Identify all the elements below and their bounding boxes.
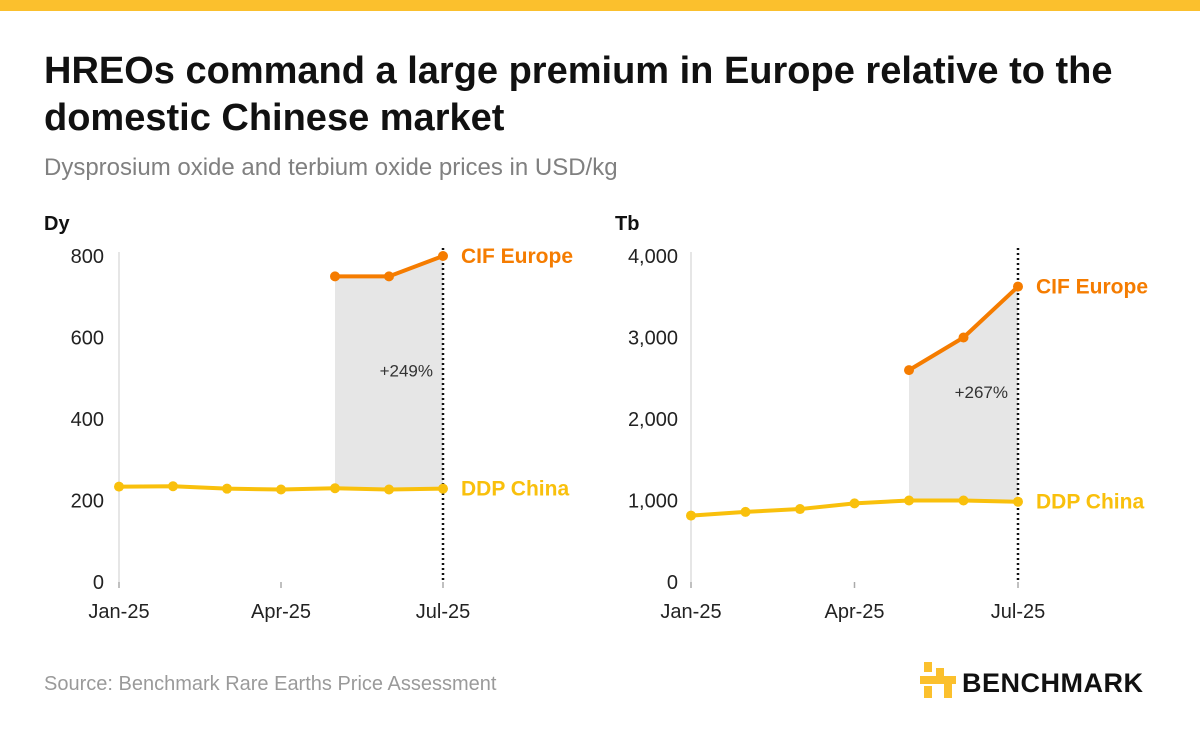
- x-tick-label: Jul-25: [991, 601, 1045, 623]
- y-tick-label: 2,000: [628, 409, 678, 431]
- premium-percent-annotation: +249%: [380, 361, 433, 380]
- data-point-ddp-china: [904, 495, 914, 506]
- series-label-ddp-china: DDP China: [1036, 491, 1144, 514]
- premium-percent-annotation: +267%: [955, 383, 1008, 402]
- x-tick-label: Jul-25: [416, 601, 470, 623]
- data-point-ddp-china: [1013, 496, 1023, 507]
- x-tick-label: Apr-25: [824, 601, 884, 623]
- data-point-ddp-china: [330, 483, 340, 494]
- data-point-cif-europe: [384, 271, 394, 282]
- chart-subtitle: Dysprosium oxide and terbium oxide price…: [44, 154, 618, 181]
- data-point-ddp-china: [384, 484, 394, 495]
- y-tick-label: 0: [667, 572, 678, 594]
- series-label-cif-europe: CIF Europe: [461, 245, 573, 268]
- y-tick-label: 1,000: [628, 491, 678, 513]
- source-note: Source: Benchmark Rare Earths Price Asse…: [44, 673, 497, 695]
- x-tick-label: Apr-25: [251, 601, 311, 623]
- y-tick-label: 0: [93, 572, 104, 594]
- chart-panel-tb: Tb 0 1,000 2,000 3,000 4,000 Jan-25 Apr-25 Jul-2…: [615, 213, 1148, 623]
- data-point-cif-europe: [1013, 281, 1023, 292]
- data-point-cif-europe: [330, 271, 340, 282]
- chart-panel-dy: Dy 0 200 400 600 800 Jan-25 Apr-25 Jul-25 DDP Chi…: [44, 213, 573, 623]
- data-point-cif-europe: [438, 251, 448, 261]
- y-tick-label: 3,000: [628, 328, 678, 350]
- data-point-cif-europe: [904, 365, 914, 376]
- y-tick-label: 400: [71, 409, 104, 431]
- series-label-ddp-china: DDP China: [461, 478, 569, 501]
- premium-shaded-area: [335, 256, 443, 490]
- x-tick-label: Jan-25: [660, 601, 721, 623]
- data-point-ddp-china: [222, 483, 232, 494]
- data-point-ddp-china: [276, 484, 286, 495]
- data-point-ddp-china: [114, 481, 124, 492]
- data-point-ddp-china: [958, 495, 969, 506]
- chart-title: HREOs command a large premium in Europe …: [44, 50, 1113, 139]
- y-tick-label: 200: [71, 491, 104, 513]
- benchmark-logo-text: BENCHMARK: [962, 668, 1144, 698]
- data-point-cif-europe: [958, 332, 969, 343]
- data-point-ddp-china: [740, 506, 751, 517]
- data-point-ddp-china: [795, 504, 805, 515]
- premium-shaded-area: [909, 286, 1018, 502]
- panel-label: Tb: [615, 213, 639, 235]
- data-point-ddp-china: [849, 498, 860, 509]
- panel-label: Dy: [44, 213, 70, 235]
- benchmark-logo: BENCHMARK: [920, 660, 1160, 704]
- y-tick-label: 800: [71, 246, 104, 268]
- x-tick-label: Jan-25: [88, 601, 149, 623]
- data-point-ddp-china: [686, 510, 696, 521]
- y-tick-label: 4,000: [628, 246, 678, 268]
- data-point-ddp-china: [438, 483, 448, 494]
- top-accent-bar: [0, 0, 1200, 11]
- y-tick-label: 600: [71, 328, 104, 350]
- series-label-cif-europe: CIF Europe: [1036, 276, 1148, 299]
- benchmark-logo-icon: [920, 662, 956, 698]
- data-point-ddp-china: [168, 481, 178, 492]
